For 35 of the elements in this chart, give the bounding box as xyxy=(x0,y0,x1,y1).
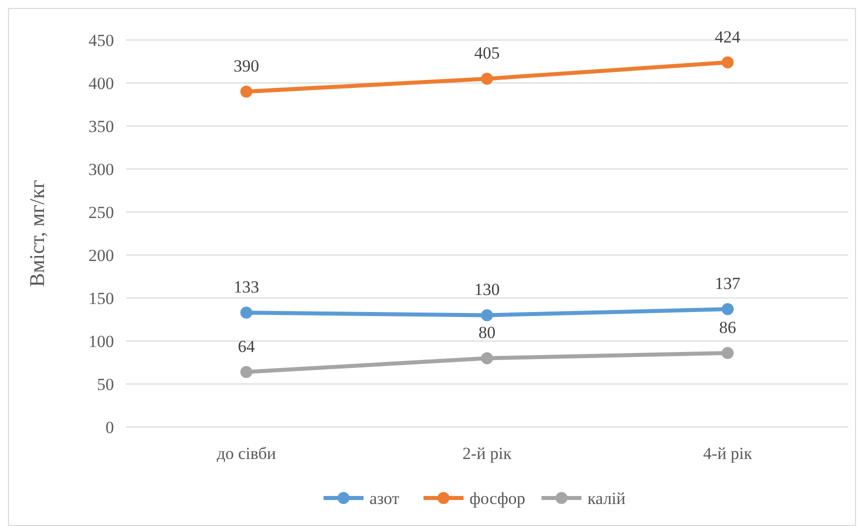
data-label: 424 xyxy=(714,27,741,46)
y-tick-label: 400 xyxy=(88,74,114,93)
y-axis-title: Вміст, мг/кг xyxy=(25,180,49,288)
data-label: 405 xyxy=(474,44,500,63)
point xyxy=(240,306,252,319)
legend-label: фосфор xyxy=(470,488,526,508)
y-tick-label: 50 xyxy=(97,374,114,394)
y-tick-label: 300 xyxy=(88,160,114,179)
x-tick-label: 4-й рік xyxy=(703,444,753,463)
point xyxy=(722,56,734,68)
y-tick-label: 150 xyxy=(88,288,114,308)
y-tick-label: 100 xyxy=(88,332,114,351)
x-tick-label: до сівби xyxy=(216,444,276,463)
y-tick-label: 350 xyxy=(88,116,114,136)
point xyxy=(240,366,252,378)
point xyxy=(722,347,734,360)
data-label: 86 xyxy=(719,318,736,338)
point xyxy=(722,303,734,316)
x-tick-label: 2-й рік xyxy=(462,444,512,463)
point xyxy=(240,86,252,98)
data-label: 80 xyxy=(478,323,496,342)
y-tick-label: 450 xyxy=(88,30,114,50)
point xyxy=(481,352,493,364)
legend-label: калій xyxy=(588,488,626,508)
data-label: 137 xyxy=(714,274,741,294)
y-tick-label: 0 xyxy=(106,418,114,437)
point xyxy=(481,309,493,322)
y-tick-label: 250 xyxy=(88,202,114,222)
legend-label: азот xyxy=(370,488,400,508)
point xyxy=(481,72,493,85)
data-label: 390 xyxy=(234,56,260,76)
data-label: 64 xyxy=(238,336,256,356)
data-label: 130 xyxy=(474,280,500,300)
data-label: 133 xyxy=(234,278,260,297)
y-tick-label: 200 xyxy=(88,246,114,265)
